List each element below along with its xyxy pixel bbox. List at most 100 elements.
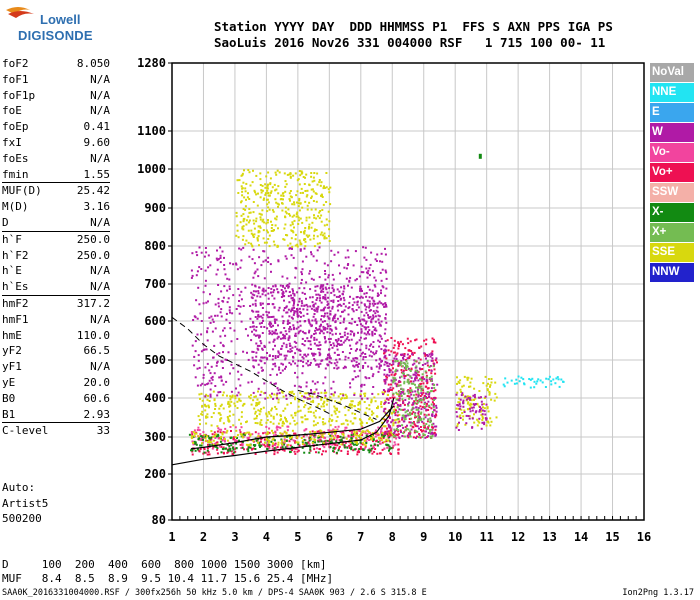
echo-point — [407, 342, 410, 345]
echo-point — [379, 260, 381, 263]
echo-point — [387, 434, 390, 437]
echo-point — [338, 401, 341, 404]
echo-point — [285, 311, 288, 314]
echo-point — [299, 324, 302, 327]
echo-point — [322, 405, 325, 408]
echo-point — [433, 409, 436, 412]
echo-point — [198, 246, 201, 249]
echo-point — [273, 450, 276, 453]
echo-point — [267, 201, 270, 204]
y-tick-label: 1100 — [137, 124, 166, 138]
echo-point — [215, 445, 218, 448]
echo-point — [424, 426, 426, 429]
echo-point — [334, 434, 337, 437]
echo-point — [359, 400, 361, 403]
echo-point — [236, 394, 239, 397]
echo-point — [205, 301, 208, 304]
echo-point — [541, 381, 544, 384]
echo-point — [249, 184, 252, 187]
echo-point — [388, 445, 391, 448]
echo-point — [431, 415, 434, 417]
echo-point — [386, 414, 388, 417]
echo-point — [314, 318, 317, 321]
echo-point — [430, 379, 433, 382]
param-name: hmF2 — [2, 296, 29, 310]
echo-point — [250, 394, 252, 397]
echo-point — [332, 447, 335, 450]
echo-point — [384, 305, 386, 308]
echo-point — [329, 443, 332, 446]
echo-point — [252, 248, 255, 251]
echo-point — [386, 397, 389, 400]
echo-point — [422, 424, 425, 427]
echo-point — [384, 328, 387, 331]
echo-point — [248, 211, 251, 214]
echo-point — [258, 413, 261, 416]
echo-point — [374, 258, 377, 261]
echo-point — [360, 271, 363, 274]
echo-point — [304, 240, 307, 243]
echo-point — [270, 227, 273, 229]
echo-point — [240, 422, 242, 425]
echo-point — [347, 313, 350, 316]
echo-point — [416, 421, 419, 424]
echo-point — [204, 437, 207, 440]
param-row: foEp 0.41 — [2, 119, 110, 135]
echo-point — [285, 432, 288, 435]
echo-point — [406, 424, 408, 427]
echo-point — [313, 172, 316, 174]
echo-point — [286, 435, 288, 438]
echo-point — [380, 439, 383, 441]
echo-point — [404, 347, 407, 350]
echo-point — [358, 362, 360, 365]
echo-point — [340, 286, 343, 289]
echo-point — [294, 332, 297, 335]
echo-point — [477, 420, 480, 423]
echo-point — [288, 173, 291, 176]
echo-point — [356, 324, 359, 326]
echo-point — [265, 412, 268, 415]
echo-point — [301, 221, 304, 224]
echo-point — [562, 380, 565, 383]
echo-point — [255, 417, 258, 420]
echo-point — [221, 439, 224, 442]
echo-point — [224, 427, 227, 430]
echo-point — [280, 362, 283, 365]
echo-point — [379, 323, 382, 326]
echo-point — [404, 416, 407, 418]
echo-point — [220, 435, 223, 438]
echo-point — [418, 384, 420, 387]
echo-point — [337, 337, 340, 340]
echo-point — [256, 436, 259, 439]
echo-point — [480, 409, 483, 412]
echo-point — [374, 312, 377, 315]
echo-point — [339, 322, 342, 324]
echo-point — [420, 392, 423, 395]
echo-point — [201, 437, 204, 440]
echo-point — [397, 410, 400, 413]
echo-point — [324, 436, 327, 439]
echo-point — [550, 383, 553, 386]
echo-point — [319, 353, 322, 356]
echo-point — [387, 388, 390, 391]
echo-point — [263, 277, 266, 280]
echo-point — [304, 404, 307, 407]
echo-point — [326, 312, 329, 315]
echo-point — [297, 332, 300, 335]
echo-point — [241, 436, 244, 439]
echo-point — [365, 267, 368, 270]
echo-point — [315, 344, 318, 347]
echo-point — [272, 332, 275, 335]
echo-point — [190, 435, 193, 438]
echo-point — [429, 355, 432, 358]
echo-point — [203, 448, 206, 451]
echo-point — [460, 391, 463, 393]
echo-point — [297, 223, 300, 225]
echo-point — [193, 364, 196, 367]
echo-point — [252, 276, 255, 279]
echo-point — [415, 397, 418, 400]
echo-point — [204, 269, 207, 272]
echo-point — [385, 303, 387, 306]
echo-point — [201, 442, 203, 445]
echo-point — [209, 293, 211, 296]
